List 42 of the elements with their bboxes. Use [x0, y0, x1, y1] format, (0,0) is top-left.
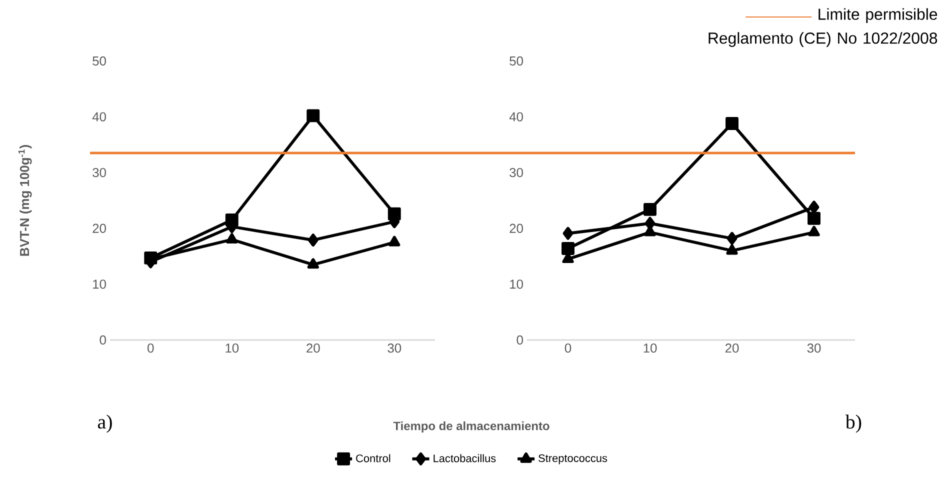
y-tick-label: 50: [92, 56, 106, 66]
legend-label: Limite permisible Reglamento (CE) No 1022/2008: [708, 8, 938, 47]
text: a): [98, 414, 112, 433]
point: [726, 244, 738, 255]
legend-label: Lactobacillus: [434, 454, 496, 462]
x-tick-label: 30: [807, 344, 821, 353]
point: [644, 202, 656, 216]
y-tick-label: 20: [92, 224, 106, 233]
x-tick-label: 0: [148, 344, 154, 353]
point: [726, 232, 738, 245]
y-tick-label: 0: [100, 335, 106, 345]
y-tick-label: 30: [510, 168, 523, 178]
y-tick-label: 50: [510, 56, 523, 66]
text: b): [845, 414, 862, 433]
point: [388, 236, 400, 246]
x-tick-label: 30: [388, 344, 402, 353]
y-tick-label: 30: [92, 168, 106, 178]
x-tick-label: 10: [644, 344, 657, 353]
y-tick-label: 40: [92, 112, 106, 122]
point: [306, 109, 320, 122]
point: [726, 117, 738, 130]
y-tick-label: 40: [509, 112, 523, 122]
point: [808, 226, 820, 236]
y-tick-label: 10: [93, 280, 106, 289]
point: [226, 233, 238, 244]
x-tick-label: 0: [564, 344, 572, 353]
x-axis-title: Tiempo de almacenamiento: [393, 421, 550, 433]
x-tick-label: 10: [226, 344, 239, 353]
legend-label: Streptococcus: [538, 454, 608, 464]
legend-label: Control: [356, 454, 390, 462]
y-tick-label: 10: [510, 280, 523, 289]
y-tick-label: 0: [516, 335, 523, 345]
y-axis-title: BVT-N (mg 100g$^{-1}$): [18, 145, 32, 256]
y-tick-label: 20: [510, 224, 523, 233]
point: [562, 242, 574, 255]
x-tick-label: 20: [725, 344, 739, 353]
point: [808, 200, 820, 214]
x-tick-label: 20: [306, 344, 320, 353]
point: [808, 212, 820, 225]
point: [308, 234, 318, 247]
point: [307, 258, 319, 269]
point: [562, 226, 574, 240]
